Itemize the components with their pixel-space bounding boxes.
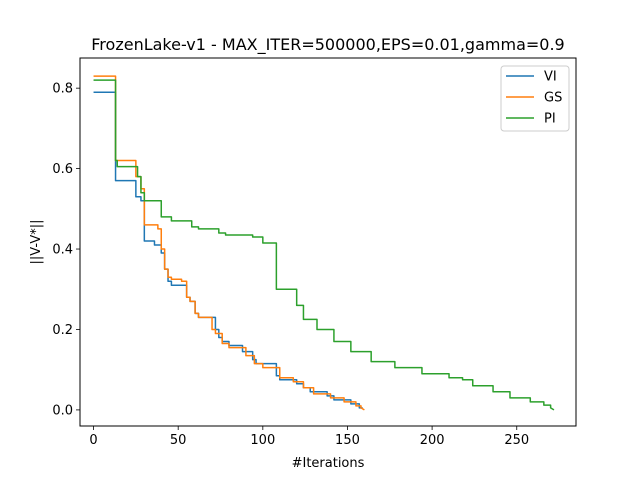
x-tick-label: 150 bbox=[335, 433, 360, 448]
chart-title: FrozenLake-v1 - MAX_ITER=500000,EPS=0.01… bbox=[91, 35, 564, 55]
y-tick-label: 0.6 bbox=[52, 162, 73, 177]
y-tick-label: 0.4 bbox=[52, 243, 73, 258]
y-axis-label: ||V-V*|| bbox=[29, 220, 44, 265]
legend-label-gs: GS bbox=[544, 91, 562, 106]
x-axis: 0 50 100 150 200 250 bbox=[89, 426, 529, 448]
y-tick-label: 0.8 bbox=[52, 82, 73, 97]
x-tick-label: 200 bbox=[420, 433, 445, 448]
legend-label-vi: VI bbox=[544, 70, 557, 85]
x-tick-label: 250 bbox=[504, 433, 529, 448]
plot-frame bbox=[79, 57, 577, 427]
legend-box bbox=[500, 65, 570, 132]
legend: VI GS PI bbox=[500, 65, 570, 132]
series-line-pi bbox=[93, 79, 555, 411]
plot-series bbox=[93, 75, 555, 411]
y-axis: 0.0 0.2 0.4 0.6 0.8 bbox=[52, 82, 80, 418]
x-tick-label: 100 bbox=[250, 433, 275, 448]
y-tick-label: 0.2 bbox=[52, 323, 73, 338]
series-line-gs bbox=[93, 75, 365, 411]
x-axis-label: #Iterations bbox=[292, 456, 365, 471]
x-tick-label: 0 bbox=[89, 433, 97, 448]
x-tick-label: 50 bbox=[170, 433, 187, 448]
legend-label-pi: PI bbox=[544, 112, 556, 127]
y-tick-label: 0.0 bbox=[52, 403, 73, 418]
